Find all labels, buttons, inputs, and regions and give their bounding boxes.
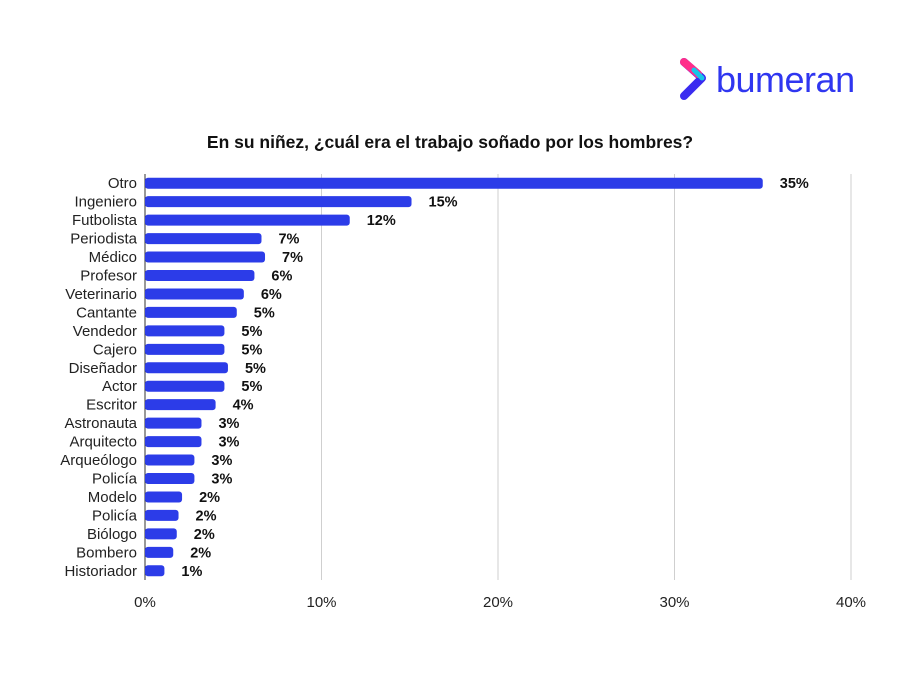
bar	[145, 196, 412, 208]
data-label: 3%	[211, 472, 232, 488]
data-label: 12%	[367, 213, 396, 229]
data-label: 4%	[233, 398, 254, 414]
category-label: Arqueólogo	[60, 452, 137, 469]
bar	[145, 251, 266, 263]
category-label: Modelo	[88, 489, 137, 506]
bar	[145, 380, 225, 392]
category-label: Veterinario	[65, 286, 137, 303]
bar	[145, 565, 165, 577]
bar	[145, 177, 763, 189]
x-tick-label: 0%	[134, 594, 156, 611]
data-label: 5%	[241, 324, 262, 340]
data-label: 7%	[278, 232, 299, 248]
bumeran-logo: bumeran	[680, 58, 855, 100]
x-tick-label: 20%	[483, 594, 513, 611]
data-label: 5%	[241, 379, 262, 395]
bar	[145, 546, 174, 558]
bar	[145, 417, 202, 429]
logo-text: bumeran	[716, 59, 855, 100]
category-label: Policía	[92, 471, 138, 488]
bar	[145, 454, 195, 466]
bar	[145, 214, 350, 226]
data-label: 3%	[218, 435, 239, 451]
bar	[145, 325, 225, 337]
category-label: Futbolista	[72, 212, 138, 229]
bar	[145, 343, 225, 355]
chart-title: En su niñez, ¿cuál era el trabajo soñado…	[206, 132, 694, 152]
category-label: Médico	[89, 249, 137, 266]
bar	[145, 306, 237, 318]
data-label: 15%	[429, 195, 458, 211]
category-label: Astronauta	[64, 415, 137, 432]
category-label: Profesor	[80, 268, 137, 285]
data-label: 6%	[261, 287, 282, 303]
category-label: Diseñador	[69, 360, 137, 377]
category-label: Otro	[108, 175, 137, 192]
data-label: 7%	[282, 250, 303, 266]
x-tick-label: 30%	[659, 594, 689, 611]
logo-mark-mid-icon	[691, 67, 705, 81]
bar	[145, 288, 244, 300]
bar	[145, 436, 202, 448]
category-label: Historiador	[64, 563, 137, 580]
data-label: 2%	[190, 545, 211, 561]
data-label: 5%	[241, 342, 262, 358]
bar	[145, 473, 195, 484]
data-label: 5%	[254, 305, 275, 321]
data-label: 1%	[181, 564, 202, 580]
data-label: 3%	[218, 416, 239, 432]
data-label: 35%	[780, 176, 809, 192]
category-label: Vendedor	[73, 323, 137, 340]
category-label: Periodista	[70, 231, 137, 248]
category-label: Cajero	[93, 341, 137, 358]
data-label: 3%	[211, 453, 232, 469]
category-label: Biólogo	[87, 526, 137, 543]
category-label: Bombero	[76, 544, 137, 561]
category-label: Arquitecto	[69, 434, 137, 451]
category-label: Escritor	[86, 397, 137, 414]
bar	[145, 270, 255, 281]
category-label: Cantante	[76, 304, 137, 321]
bar	[145, 491, 183, 503]
bar	[145, 509, 179, 521]
bar	[145, 233, 262, 245]
data-label: 2%	[194, 527, 215, 543]
x-tick-label: 10%	[306, 594, 336, 611]
data-label: 6%	[271, 269, 292, 285]
category-label: Ingeniero	[74, 194, 137, 211]
data-label: 5%	[245, 361, 266, 377]
data-label: 2%	[199, 490, 220, 506]
bar	[145, 362, 228, 374]
category-label: Actor	[102, 378, 137, 395]
bar	[145, 528, 177, 540]
data-label: 2%	[196, 508, 217, 524]
category-label: Policía	[92, 507, 138, 524]
x-tick-label: 40%	[836, 594, 866, 611]
bar	[145, 399, 216, 411]
